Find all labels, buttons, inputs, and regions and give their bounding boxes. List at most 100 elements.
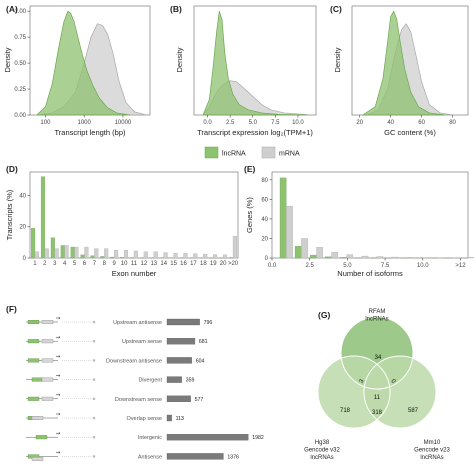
schematic-lncrna-block-2	[27, 358, 40, 363]
panel-label-f: (F)	[6, 304, 17, 314]
category-dot-4	[92, 397, 96, 401]
bar-e-mrna-2	[301, 238, 308, 259]
venn-outline-hg38	[317, 355, 391, 429]
x-tick-label-c: 20	[356, 120, 363, 126]
plot-frame-d	[29, 171, 239, 259]
y-axis-title-b: Density	[175, 47, 184, 72]
x-tick-label-d: 7	[93, 261, 97, 267]
bar-d-mrna-20	[222, 254, 228, 259]
bar-value-f: 1982	[252, 435, 264, 441]
bar-e-mrna-8	[391, 256, 399, 259]
x-tick-label-d: 19	[210, 261, 217, 267]
bar-d-mrna-2	[44, 248, 49, 259]
bar-e-mrna-1	[286, 206, 293, 259]
plot-area-c: 20 40 60 80	[356, 10, 457, 126]
venn-set-label-1: Hg38	[315, 440, 330, 446]
y-tick-label-e: 40	[261, 217, 268, 223]
category-label-f: Overlap sense	[127, 416, 162, 422]
bar-e-lncrna-1	[279, 177, 287, 259]
venn-count-mm10-only: 587	[408, 408, 419, 414]
category-dot-3	[92, 378, 96, 381]
legend: lncRNA mRNA	[204, 146, 300, 159]
schematic-mrna-block-7	[31, 457, 44, 461]
x-tick-label-e: 10.0	[417, 263, 429, 269]
bar-f-7	[166, 453, 224, 460]
panel-label-b: (B)	[170, 4, 182, 14]
density-area-a-lncrna	[36, 10, 131, 116]
y-tick-label-d: 20	[19, 225, 26, 231]
bar-f-6	[166, 434, 249, 441]
venn-count-all: 11	[374, 395, 381, 401]
bar-d-mrna-14	[163, 252, 168, 259]
bar-d-lncrna-10	[120, 257, 125, 259]
bar-e-mrna-6	[361, 255, 369, 259]
x-tick-label-b: 0.0	[203, 120, 212, 126]
x-tick-label-b: 7.5	[271, 120, 280, 126]
schematic-mrna-block-4	[41, 396, 54, 401]
schematic-arrow-6	[56, 432, 61, 435]
y-tick-label-a: 0.25	[14, 87, 26, 93]
x-tick-label-e: 5.0	[343, 263, 352, 269]
bar-d-lncrna-9	[110, 256, 115, 259]
y-tick-label-a: 0.75	[14, 35, 26, 41]
y-tick-label-a: 1.00	[14, 9, 26, 15]
x-tick-label-d: 3	[53, 261, 57, 267]
x-tick-label-d: 14	[160, 261, 167, 267]
x-tick-label-d: 9	[113, 261, 117, 267]
y-axis-title-d: Transcripts (%)	[5, 189, 14, 240]
category-label-f: Upstream antisense	[113, 320, 162, 326]
venn-set-label-2: Mm10	[424, 440, 441, 446]
category-label-f: Upstream sense	[122, 339, 162, 345]
bar-e-lncrna-2	[294, 246, 302, 259]
bar-d-mrna-7	[94, 248, 99, 259]
panel-label-c: (C)	[330, 4, 342, 14]
legend-label-lncrna: lncRNA	[222, 151, 246, 158]
bar-e-mrna-7	[376, 256, 384, 259]
bar-d-mrna-19	[213, 254, 218, 259]
legend-swatch-lncrna	[204, 146, 219, 159]
y-tick-label-a: 0.00	[14, 113, 26, 119]
panel-g-venn: (G) 34 718 587 3 0 11 318 RFAM lncRNAs Hg38 Gencod…	[304, 309, 450, 461]
x-tick-label-d: 8	[103, 261, 107, 267]
category-label-f: Intergenic	[138, 435, 162, 441]
venn-set-label-2: lncRNAs	[420, 455, 443, 461]
bar-d-mrna-3	[54, 248, 59, 259]
panel-b-density-expression: (B) 0.0 2.5 5.0 7.5 10.0 Transcript expressi…	[170, 4, 317, 137]
schematic-mrna-block-5	[31, 416, 44, 420]
x-axis-title-b: Transcript expression log₂(TPM+1)	[197, 128, 313, 137]
bar-d-mrna-8	[104, 248, 109, 259]
schematic-lncrna-block-4	[27, 396, 40, 401]
x-tick-label-d: 15	[170, 261, 177, 267]
plot-area-a: 100 1000 10000 0.00 0.25 0.50 0.75 1.00	[14, 9, 147, 126]
bar-d-mrna-1	[34, 251, 39, 259]
panel-label-g: (G)	[318, 310, 330, 320]
bar-e-lncrna-4	[325, 256, 332, 259]
category-dot-1	[92, 339, 96, 343]
x-tick-label-c: 80	[449, 120, 456, 126]
x-tick-label-e: 2.5	[306, 263, 315, 269]
y-tick-label-d: 0	[23, 256, 27, 262]
bar-d-mrna-10	[123, 250, 129, 259]
bar-value-f: 113	[176, 416, 184, 422]
legend-swatch-mrna	[261, 146, 276, 159]
bar-d-mrna-12	[143, 251, 148, 259]
x-tick-label-d: 5	[73, 261, 77, 267]
y-tick-label-e: 60	[261, 197, 268, 203]
panel-e-isoforms: (E) 0 20 40 60 80 0.0 2.5 5.0 7.5 10.0 >12 Number …	[244, 164, 474, 278]
bar-d-mrna-15	[173, 253, 178, 259]
x-tick-label-a: 1000	[77, 120, 91, 126]
plot-area-b: 0.0 2.5 5.0 7.5 10.0	[202, 10, 312, 126]
schematic-arrow-3	[56, 374, 61, 377]
bar-value-f: 604	[196, 358, 205, 364]
schematic-arrow-0	[56, 316, 61, 320]
panel-label-e: (E)	[244, 164, 256, 174]
bar-d-lncrna-2	[40, 176, 46, 259]
x-tick-label-d: 16	[180, 261, 187, 267]
bar-e-mrna-9	[406, 257, 414, 259]
bar-e-mrna-13	[467, 257, 474, 259]
bar-value-f: 681	[199, 339, 208, 345]
density-area-c-lncrna	[362, 10, 446, 116]
y-tick-label-e: 0	[265, 256, 269, 262]
x-tick-label-d: 13	[150, 261, 157, 267]
